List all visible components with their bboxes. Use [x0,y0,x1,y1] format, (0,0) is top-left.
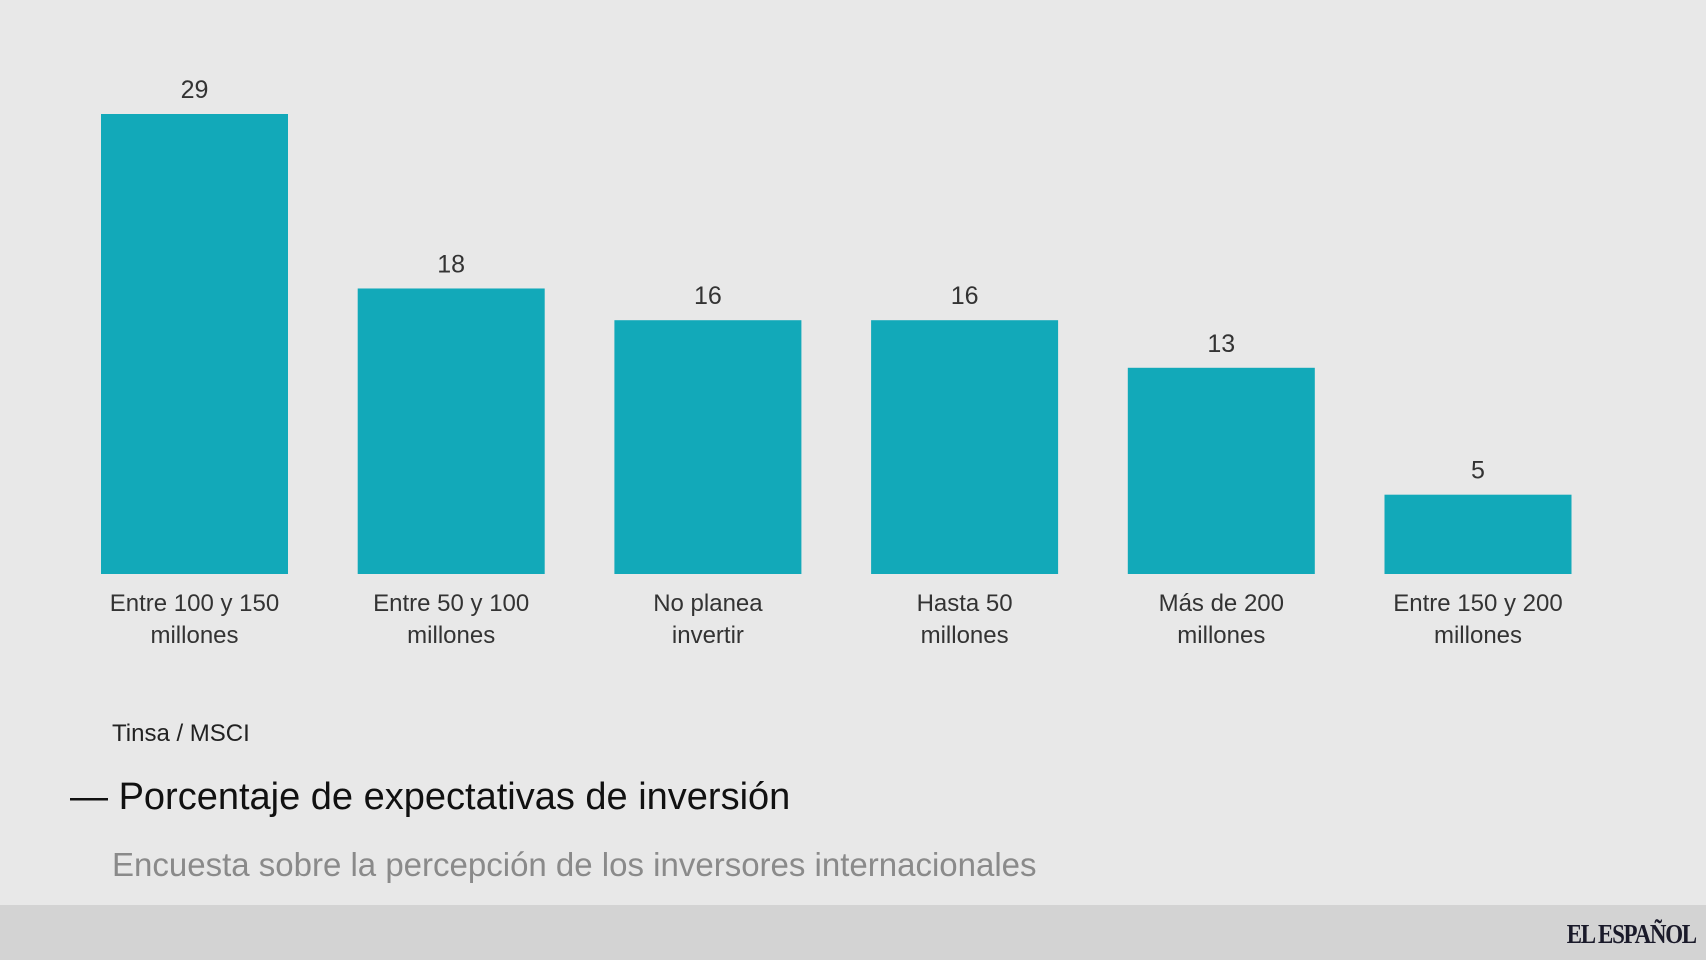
data-label: 18 [437,250,465,278]
el-espanol-logo: EL ESPAÑOL [1566,919,1697,949]
category-label: Más de 200 [1159,590,1284,617]
bar [871,320,1059,574]
category-label: No planea [653,590,763,617]
chart-title-text: Porcentaje de expectativas de inversión [118,776,791,818]
category-label: millones [1434,622,1522,649]
category-label: millones [921,622,1009,649]
bar [614,320,802,574]
category-label: millones [1177,622,1265,649]
bar-chart: 29 Entre 100 y 150 millones 18 Entre 50 y 10… [101,76,1572,649]
category-label: Entre 100 y 150 [110,590,279,617]
category-label: Entre 150 y 200 [1393,590,1562,617]
category-label: Hasta 50 [917,590,1013,617]
data-label: 5 [1471,457,1485,485]
chart-source: Tinsa / MSCI [112,720,250,747]
bar [357,288,545,574]
category-label: Entre 50 y 100 [373,590,529,617]
bar [101,114,288,574]
data-label: 29 [181,76,209,104]
data-label: 16 [951,282,979,310]
chart-subtitle: Encuesta sobre la percepción de los inve… [112,846,1037,883]
chart-title: — Porcentaje de expectativas de inversió… [70,776,791,818]
category-label: invertir [672,622,744,649]
data-label: 16 [694,282,722,310]
bar [1127,367,1315,574]
footer-bar: EL ESPAÑOL [0,905,1706,960]
bar [1384,494,1572,574]
data-label: 13 [1207,330,1235,358]
category-label: millones [150,622,238,649]
category-label: millones [407,622,495,649]
